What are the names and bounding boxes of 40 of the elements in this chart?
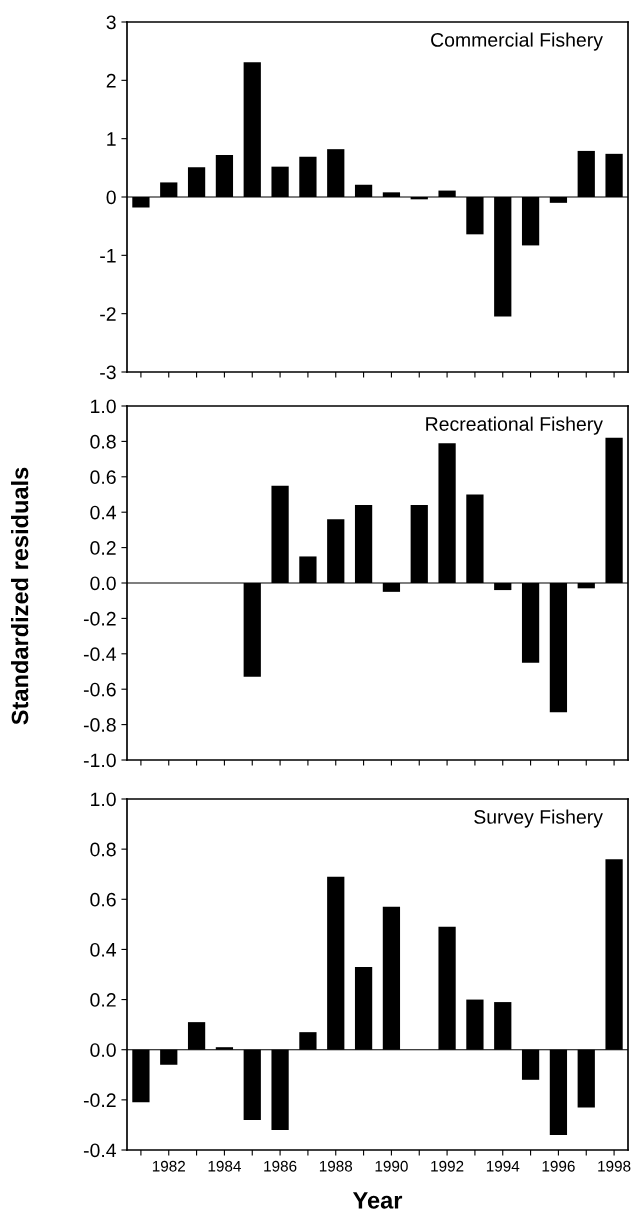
x-tick-label: 1990 [375,1160,408,1172]
x-tick-label: 1992 [431,1160,464,1172]
y-tick-label: -1 [100,249,116,263]
y-tick-label: -3 [100,365,116,380]
y-tick-label: 0.4 [90,505,117,520]
y-tick-label: 2 [106,73,116,88]
x-tick-label: 1982 [152,1160,185,1172]
text: Recreational Fishery [426,416,603,435]
y-tick-label: 0.2 [90,541,116,555]
y-tick-label: -0.2 [83,611,116,626]
y-tick-label: 0.0 [90,576,116,591]
y-tick-label: -0.4 [83,1143,117,1158]
y-tick-label: 0.6 [90,470,116,485]
y-tick-label: -2 [100,307,116,321]
x-tick-label: 1984 [208,1160,241,1172]
y-tick-label: -0.6 [83,682,116,697]
x-tick-label: 1996 [542,1160,575,1172]
y-tick-label: 1.0 [91,792,116,807]
y-tick-label: 0.4 [90,942,117,957]
y-axis-title: Standardized residuals [11,467,29,725]
y-tick-label: 0.2 [90,993,116,1007]
y-tick-label: -0.2 [83,1093,116,1108]
x-tick-label: 1986 [264,1160,297,1172]
y-tick-label: 0.8 [90,434,116,449]
y-tick-label: -0.4 [83,647,117,662]
y-tick-label: 0.8 [90,842,116,857]
text: Commercial Fishery [431,32,603,51]
y-tick-label: 0.0 [90,1043,116,1057]
x-tick-label: 1998 [598,1160,631,1172]
text: Survey Fishery [474,809,603,828]
x-tick-label: 1994 [486,1160,520,1172]
y-tick-label: 1 [107,132,116,146]
x-axis-title: Year [352,1192,403,1209]
y-tick-label: -1.0 [83,753,116,768]
y-tick-label: -0.8 [83,718,116,732]
y-tick-label: 0 [106,190,116,205]
x-tick-label: 1988 [319,1160,353,1172]
y-tick-label: 3 [106,15,116,30]
y-tick-label: 1.0 [91,399,116,414]
y-tick-label: 0.6 [90,892,116,907]
